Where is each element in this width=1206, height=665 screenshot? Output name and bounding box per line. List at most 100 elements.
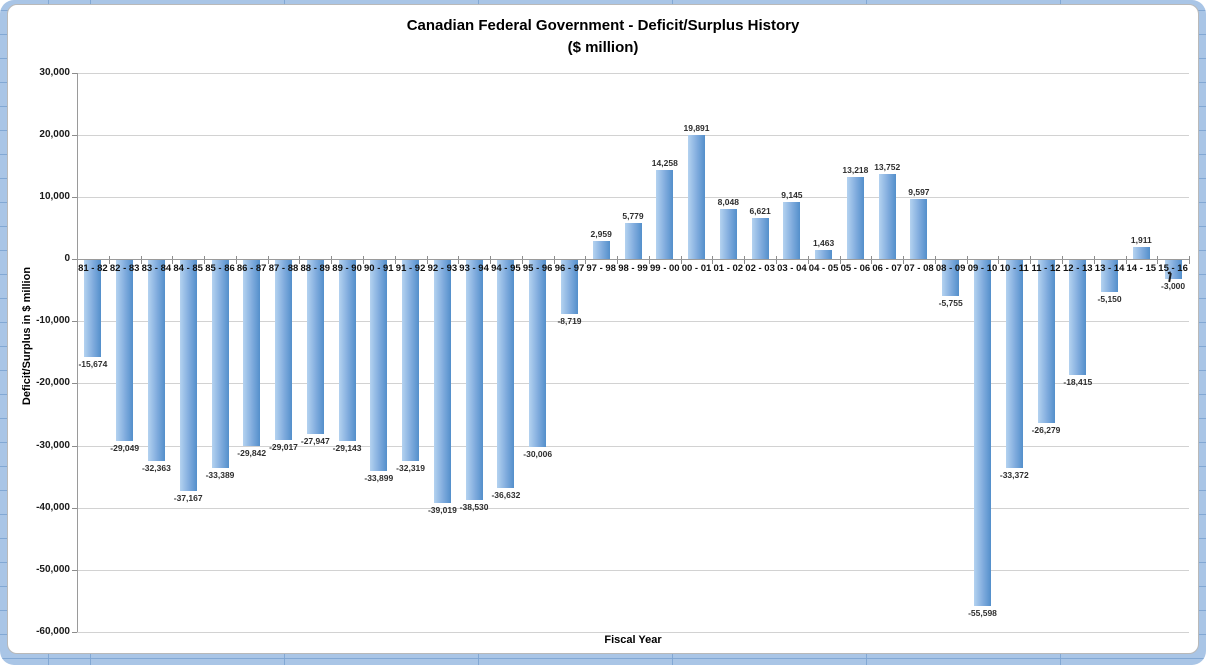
bar-value-label: -32,319: [396, 462, 426, 473]
x-axis-tick: [362, 256, 364, 264]
bar-13-14[interactable]: [1101, 260, 1119, 292]
x-category-label: 90 - 91: [364, 263, 394, 274]
x-axis-tick: [553, 256, 555, 264]
bar-96-97[interactable]: [561, 260, 578, 315]
bar-12-13[interactable]: [1069, 260, 1087, 375]
bar-value-label: -30,006: [523, 448, 553, 459]
bar-81-82[interactable]: [84, 260, 102, 358]
y-gridline: [77, 196, 1189, 198]
bar-88-89[interactable]: [306, 260, 324, 434]
x-axis-tick: [458, 256, 460, 264]
bar-84-85[interactable]: [179, 260, 197, 492]
bar-14-15[interactable]: [1132, 247, 1150, 259]
bar-value-label: 1,463: [812, 237, 835, 248]
x-category-label: 07 - 08: [904, 263, 934, 274]
x-category-label: 09 - 10: [967, 263, 998, 274]
y-axis-tick: [72, 259, 77, 260]
bar-06-07[interactable]: [878, 173, 896, 259]
y-axis-tick: [72, 72, 77, 74]
bar-91-92[interactable]: [402, 260, 420, 461]
bar-99-00[interactable]: [656, 170, 674, 259]
bar-08-09[interactable]: [942, 260, 960, 296]
bar-value-label: -39,019: [427, 504, 457, 515]
bar-87-88[interactable]: [275, 260, 292, 441]
x-axis-tick: [648, 256, 650, 264]
y-gridline: [77, 445, 1189, 447]
bar-value-label: 6,621: [749, 205, 771, 216]
bar-83-84[interactable]: [147, 260, 165, 462]
x-axis-tick: [172, 256, 174, 264]
bar-09-10[interactable]: [974, 260, 991, 606]
x-axis-tick: [744, 256, 746, 264]
bar-value-label: -29,049: [110, 442, 140, 453]
bar-02-03[interactable]: [751, 217, 769, 259]
x-axis-tick: [998, 256, 1000, 264]
y-tick-label: 20,000: [39, 128, 70, 140]
bar-value-label: 13,752: [874, 161, 901, 172]
bar-86-87[interactable]: [243, 260, 261, 446]
bar-value-label: -38,530: [459, 501, 489, 512]
bar-value-label: -55,598: [968, 607, 997, 618]
bar-94-95[interactable]: [497, 260, 515, 488]
bar-90-91[interactable]: [370, 260, 388, 471]
x-category-label: 92 - 93: [427, 263, 458, 274]
y-tick-label: -30,000: [36, 439, 70, 451]
x-axis-tick: [776, 256, 777, 264]
y-axis-tick: [72, 321, 77, 323]
x-category-label: 86 - 87: [236, 263, 267, 274]
x-axis-tick: [1157, 256, 1159, 264]
x-category-label: 12 - 13: [1063, 263, 1093, 274]
bar-97-98[interactable]: [592, 240, 610, 259]
x-category-label: 13 - 14: [1094, 263, 1125, 274]
x-category-label: 91 - 92: [395, 263, 426, 274]
x-axis-tick: [680, 256, 682, 264]
x-axis-tick: [331, 256, 333, 264]
bar-04-05[interactable]: [815, 249, 833, 259]
bar-value-label: -29,017: [269, 442, 298, 453]
x-axis-tick: [871, 256, 873, 264]
bar-value-label: -33,389: [205, 469, 235, 480]
bar-00-01[interactable]: [688, 135, 705, 259]
bar-95-96[interactable]: [529, 260, 547, 447]
bar-98-99[interactable]: [624, 223, 642, 259]
bar-82-83[interactable]: [116, 260, 134, 441]
y-axis-tick: [72, 445, 77, 447]
bar-03-04[interactable]: [783, 202, 801, 259]
bar-07-08[interactable]: [910, 199, 928, 259]
x-category-label: 03 - 04: [777, 263, 807, 274]
x-axis-tick: [394, 256, 396, 264]
bar-value-label: 14,258: [651, 158, 678, 169]
x-axis-tick: [617, 256, 619, 264]
x-axis-tick: [140, 256, 142, 264]
y-gridline: [77, 134, 1189, 136]
bar-89-90[interactable]: [338, 260, 356, 442]
bar-value-label: -33,899: [364, 472, 394, 483]
bar-value-label: -32,363: [141, 463, 171, 474]
x-category-label: 05 - 06: [840, 263, 871, 274]
x-axis-tick: [712, 256, 714, 264]
x-axis-tick: [204, 256, 206, 264]
bar-85-86[interactable]: [211, 260, 229, 468]
bar-value-label: 1,911: [1130, 235, 1152, 246]
y-axis-tick: [72, 632, 77, 633]
bar-11-12[interactable]: [1037, 260, 1055, 424]
x-axis-tick: [299, 256, 301, 264]
y-axis-tick: [72, 134, 77, 136]
y-tick-label: -60,000: [36, 626, 70, 637]
bar-01-02[interactable]: [719, 209, 737, 259]
bar-value-label: 9,145: [781, 190, 803, 201]
y-axis-tick: [72, 507, 77, 509]
bar-92-93[interactable]: [433, 260, 451, 503]
x-axis-line: [77, 259, 1189, 260]
x-category-label: 06 - 07: [872, 263, 902, 274]
x-category-label: 95 - 96: [522, 263, 553, 274]
bar-10-11[interactable]: [1005, 260, 1023, 468]
x-category-label: 87 - 88: [268, 263, 299, 274]
bar-05-06[interactable]: [846, 176, 864, 259]
bar-93-94[interactable]: [465, 260, 483, 500]
chart-title-line2: ($ million): [567, 39, 639, 56]
chart-object[interactable]: Canadian Federal Government - Deficit/Su…: [7, 4, 1199, 654]
x-category-label: 82 - 83: [109, 263, 140, 274]
x-axis-tick: [1093, 256, 1095, 264]
bar-value-label: -26,279: [1031, 425, 1061, 436]
